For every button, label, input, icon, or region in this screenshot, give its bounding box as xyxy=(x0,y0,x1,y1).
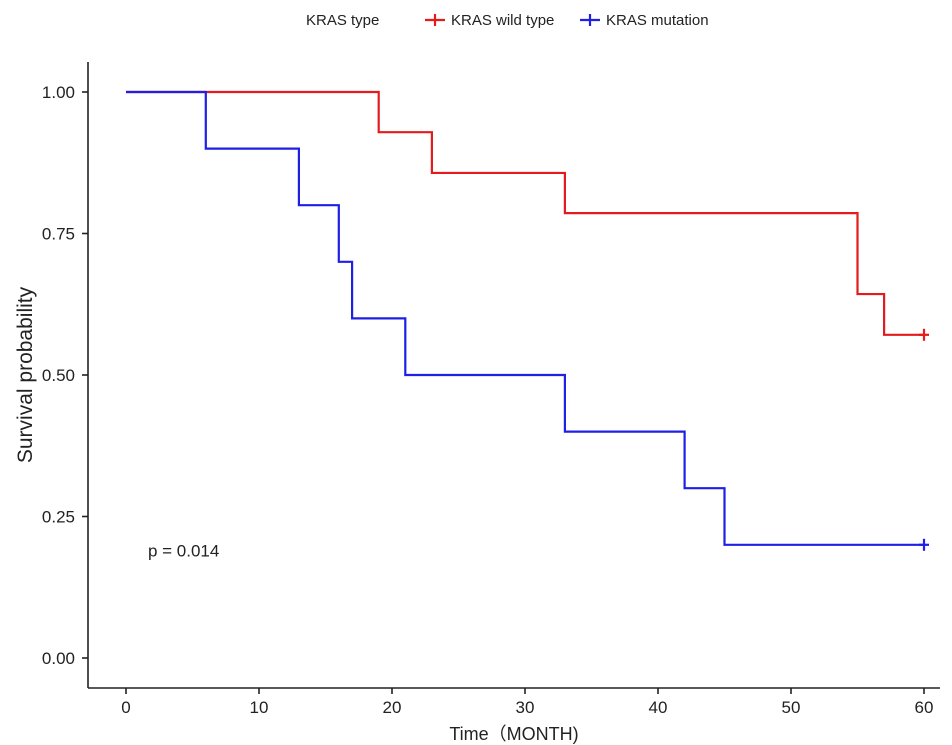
x-tick-label: 50 xyxy=(782,698,801,717)
y-axis-ticks: 0.00 0.25 0.50 0.75 1.00 xyxy=(42,83,88,668)
x-tick-label: 0 xyxy=(121,698,130,717)
series-line-wild-type xyxy=(126,90,924,336)
x-tick-label: 20 xyxy=(383,698,402,717)
legend-label-wild-type: KRAS wild type xyxy=(451,12,554,29)
series-line-mutation xyxy=(126,90,924,546)
legend-key-wild-type xyxy=(425,14,445,26)
legend: KRAS type KRAS wild type KRAS mutation xyxy=(306,12,709,29)
p-value-annotation: p = 0.014 xyxy=(148,541,219,560)
y-tick-label: 0.25 xyxy=(42,508,75,527)
x-tick-label: 60 xyxy=(915,698,934,717)
y-axis-title: Survival probability xyxy=(14,286,37,463)
legend-title: KRAS type xyxy=(306,12,379,29)
x-axis-ticks: 0 10 20 30 40 50 60 xyxy=(121,688,933,717)
x-tick-label: 30 xyxy=(516,698,535,717)
series-layer xyxy=(126,90,929,551)
x-tick-label: 40 xyxy=(649,698,668,717)
y-tick-label: 1.00 xyxy=(42,83,75,102)
x-tick-label: 10 xyxy=(250,698,269,717)
y-tick-label: 0.00 xyxy=(42,649,75,668)
legend-label-mutation: KRAS mutation xyxy=(606,12,709,29)
x-axis-title: Time（MONTH) xyxy=(449,724,578,744)
legend-key-mutation xyxy=(580,14,600,26)
y-tick-label: 0.50 xyxy=(42,366,75,385)
y-tick-label: 0.75 xyxy=(42,225,75,244)
